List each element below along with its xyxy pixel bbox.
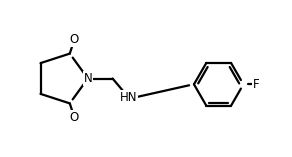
Text: O: O (70, 111, 79, 124)
Text: F: F (253, 78, 260, 91)
Text: N: N (84, 72, 92, 85)
Text: HN: HN (120, 91, 137, 104)
Text: O: O (70, 33, 79, 46)
